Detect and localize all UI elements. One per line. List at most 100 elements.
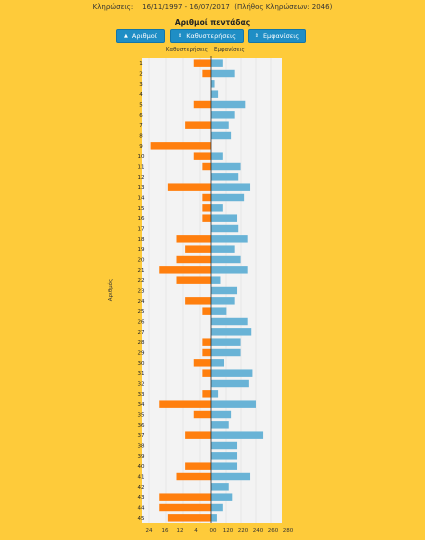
sort-icon: ⇕ xyxy=(254,33,259,39)
delay-bar xyxy=(193,100,211,109)
delay-bar xyxy=(202,162,211,171)
delay-bar xyxy=(167,514,211,522)
appearance-bar xyxy=(211,59,223,67)
delay-bar xyxy=(202,193,211,202)
x-tick-label: 280 xyxy=(283,528,294,534)
category-label: 43 xyxy=(138,495,145,501)
category-label: 27 xyxy=(138,330,145,336)
sort-by-delays-label: Καθυστερήσεις xyxy=(186,32,236,40)
appearance-bar xyxy=(211,90,219,98)
category-label: 13 xyxy=(138,185,145,191)
delay-bar xyxy=(185,121,211,129)
sort-by-appearances-button[interactable]: ⇕ Εμφανίσεις xyxy=(248,29,306,43)
category-label: 21 xyxy=(138,268,145,274)
category-label: 30 xyxy=(138,361,145,367)
draws-label: Κληρώσεις: xyxy=(92,3,134,11)
appearance-bar xyxy=(211,514,217,522)
category-label: 29 xyxy=(138,351,145,357)
appearance-bar xyxy=(211,338,241,346)
sort-up-icon: ▲ xyxy=(124,33,128,39)
appearance-bar xyxy=(211,80,215,88)
category-label: 12 xyxy=(138,175,145,181)
category-label: 18 xyxy=(138,237,145,243)
appearance-bar xyxy=(211,183,251,191)
category-label: 23 xyxy=(138,289,145,295)
delay-bar xyxy=(202,307,211,315)
x-tick-label: 16 xyxy=(162,528,169,534)
category-label: 33 xyxy=(138,392,145,398)
appearance-bar xyxy=(211,131,232,140)
delay-bar xyxy=(159,266,211,274)
y-axis-label: Αριθμός xyxy=(107,279,114,302)
category-label: 25 xyxy=(138,309,145,315)
category-label: 24 xyxy=(138,299,145,305)
category-label: 3 xyxy=(139,82,143,88)
delay-bar xyxy=(202,338,211,346)
category-label: 44 xyxy=(138,506,145,512)
delay-bar xyxy=(193,152,211,160)
category-label: 38 xyxy=(138,444,145,450)
appearance-bar xyxy=(211,328,252,336)
category-label: 9 xyxy=(139,144,143,150)
appearance-bar xyxy=(211,266,248,274)
delay-bar xyxy=(185,431,211,439)
appearance-bar xyxy=(211,390,219,398)
category-label: 45 xyxy=(138,516,145,522)
delay-bar xyxy=(150,142,211,150)
x-tick-label: 4 xyxy=(194,528,198,534)
delay-bar xyxy=(159,400,211,408)
appearance-bar xyxy=(211,369,253,377)
appearance-bar xyxy=(211,379,249,388)
category-label: 10 xyxy=(138,154,145,160)
category-label: 5 xyxy=(139,103,143,109)
appearance-bar xyxy=(211,410,232,419)
appearance-bar xyxy=(211,307,227,315)
appearance-bar xyxy=(211,100,246,109)
delay-bar xyxy=(202,69,211,78)
delay-bar xyxy=(193,359,211,367)
appearance-bar xyxy=(211,400,256,408)
appearance-bar xyxy=(211,472,251,481)
category-label: 17 xyxy=(138,227,145,233)
date-range: 16/11/1997 - 16/07/2017 xyxy=(142,3,230,11)
appearance-bar xyxy=(211,441,238,450)
draw-count: (Πλήθος Κληρώσεων: 2046) xyxy=(234,3,333,11)
delay-bar xyxy=(185,297,211,305)
appearance-bar xyxy=(211,224,239,233)
sort-by-delays-button[interactable]: ⇕ Καθυστερήσεις xyxy=(170,29,244,43)
right-series-label: Εμφανίσεις xyxy=(214,46,245,53)
delay-bar xyxy=(159,493,211,501)
delay-bar xyxy=(202,348,211,357)
category-label: 31 xyxy=(138,371,145,377)
x-tick-label: 120 xyxy=(223,528,234,534)
appearance-bar xyxy=(211,214,238,222)
category-label: 40 xyxy=(138,464,145,470)
sort-icon: ⇕ xyxy=(178,33,183,39)
category-label: 1 xyxy=(139,61,143,67)
x-tick-label: 220 xyxy=(238,528,249,534)
appearance-bar xyxy=(211,162,241,171)
category-label: 2 xyxy=(139,72,143,78)
sort-by-number-button[interactable]: ▲ Αριθμοί xyxy=(116,29,165,43)
category-label: 20 xyxy=(138,258,145,264)
appearance-bar xyxy=(211,483,229,491)
appearance-bar xyxy=(211,235,248,243)
delay-bar xyxy=(159,503,211,512)
delay-bar xyxy=(202,214,211,222)
delay-bar xyxy=(202,369,211,377)
appearance-bar xyxy=(211,111,235,119)
category-label: 8 xyxy=(139,134,143,140)
appearance-bar xyxy=(211,152,223,160)
appearance-bar xyxy=(211,255,241,264)
appearance-bar xyxy=(211,204,223,212)
delay-bar xyxy=(202,390,211,398)
delay-bar xyxy=(176,255,211,264)
draws-info: Κληρώσεις: 16/11/1997 - 16/07/2017 (Πλήθ… xyxy=(0,3,425,11)
category-label: 22 xyxy=(138,278,145,284)
category-label: 14 xyxy=(138,196,145,202)
x-tick-label: 12 xyxy=(177,528,184,534)
x-tick-label: 24 xyxy=(146,528,153,534)
delay-bar xyxy=(167,183,211,191)
delay-bar xyxy=(193,410,211,419)
